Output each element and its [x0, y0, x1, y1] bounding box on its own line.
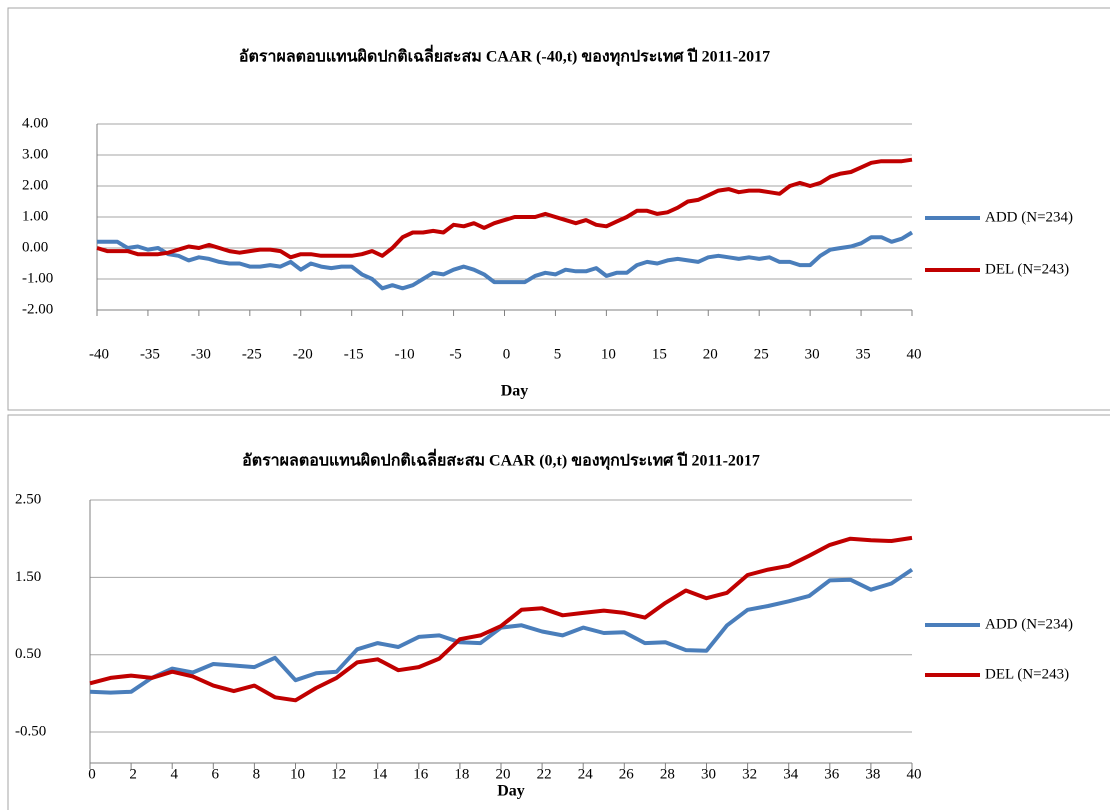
legend-label: ADD (N=234) — [985, 209, 1073, 225]
legend-label: DEL (N=243) — [985, 261, 1069, 277]
x-axis-title: Day — [497, 783, 525, 800]
x-tick-label: 12 — [331, 766, 346, 782]
y-tick-label: 0.00 — [22, 239, 48, 255]
x-tick-label: 22 — [537, 766, 552, 782]
x-tick-label: 40 — [907, 766, 922, 782]
series-line — [97, 230, 914, 291]
x-tick-label: 16 — [413, 766, 429, 782]
x-tick-label: -10 — [395, 346, 415, 362]
y-tick-label: 2.00 — [22, 177, 48, 193]
x-tick-label: 32 — [742, 766, 757, 782]
x-tick-label: 0 — [88, 766, 96, 782]
x-tick-label: 0 — [503, 346, 511, 362]
y-tick-label: 2.50 — [15, 491, 41, 507]
x-tick-label: -35 — [140, 346, 160, 362]
y-tick-label: 3.00 — [22, 146, 48, 162]
x-tick-label: 10 — [601, 346, 616, 362]
x-tick-label: -20 — [293, 346, 313, 362]
series-line — [89, 567, 914, 695]
y-tick-label: 1.00 — [22, 208, 48, 224]
x-tick-label: 4 — [170, 766, 178, 782]
y-tick-label: -0.50 — [15, 723, 46, 739]
y-tick-label: -1.00 — [22, 270, 53, 286]
x-tick-label: 5 — [554, 346, 562, 362]
x-tick-label: 38 — [865, 766, 880, 782]
x-tick-label: 14 — [372, 766, 388, 782]
series-line — [89, 535, 913, 703]
x-tick-label: 18 — [454, 766, 469, 782]
x-tick-label: -15 — [344, 346, 364, 362]
x-tick-label: -30 — [191, 346, 211, 362]
x-tick-label: 28 — [660, 766, 675, 782]
chart-title: อัตราผลตอบแทนผิดปกติเฉลี่ยสะสม CAAR (0,t… — [242, 449, 760, 471]
chart-title: อัตราผลตอบแทนผิดปกติเฉลี่ยสะสม CAAR (-40… — [239, 45, 770, 67]
series-line — [96, 157, 913, 260]
x-tick-label: 40 — [907, 346, 922, 362]
x-tick-label: 35 — [856, 346, 871, 362]
y-tick-label: 0.50 — [15, 646, 41, 662]
x-tick-label: -25 — [242, 346, 262, 362]
x-tick-label: 25 — [754, 346, 769, 362]
x-tick-label: -5 — [449, 346, 462, 362]
x-tick-label: 30 — [805, 346, 820, 362]
y-tick-label: 4.00 — [22, 115, 48, 131]
x-tick-label: 6 — [212, 766, 220, 782]
chart-frame — [7, 7, 1110, 411]
legend-label: ADD (N=234) — [985, 616, 1073, 632]
x-tick-label: 8 — [253, 766, 261, 782]
x-tick-label: 20 — [703, 346, 718, 362]
x-tick-label: 15 — [652, 346, 667, 362]
x-tick-label: 20 — [496, 766, 511, 782]
x-tick-label: 26 — [619, 766, 635, 782]
y-tick-label: 1.50 — [15, 569, 41, 585]
x-tick-label: 24 — [578, 766, 594, 782]
x-tick-label: 10 — [290, 766, 305, 782]
chart-frame — [7, 414, 1110, 810]
x-tick-label: 2 — [129, 766, 137, 782]
x-tick-label: 34 — [783, 766, 799, 782]
x-tick-label: 30 — [701, 766, 716, 782]
legend-label: DEL (N=243) — [985, 666, 1069, 682]
x-tick-label: -40 — [89, 346, 109, 362]
x-axis-title: Day — [501, 383, 529, 400]
x-tick-label: 36 — [824, 766, 840, 782]
y-tick-label: -2.00 — [22, 301, 53, 317]
